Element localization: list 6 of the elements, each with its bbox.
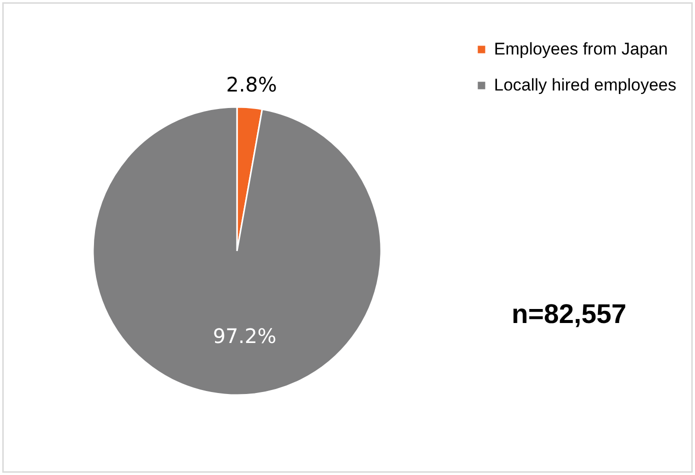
- text: n=82,557: [512, 299, 626, 329]
- data-label: 97.2%: [212, 324, 276, 348]
- pie-slice: [92, 106, 382, 396]
- data-label: 2.8%: [226, 72, 277, 97]
- legend-label: Employees from Japan: [494, 40, 668, 58]
- legend-label: Locally hired employees: [494, 76, 676, 94]
